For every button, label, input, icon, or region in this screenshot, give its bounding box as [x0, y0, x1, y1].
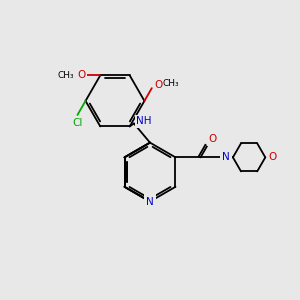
Text: O: O [269, 152, 277, 162]
Text: O: O [77, 70, 86, 80]
Text: CH₃: CH₃ [58, 71, 74, 80]
Text: N: N [146, 196, 154, 206]
Text: O: O [155, 80, 163, 90]
Text: NH: NH [136, 116, 152, 126]
Text: Cl: Cl [72, 118, 82, 128]
Text: N: N [222, 152, 230, 162]
Text: O: O [208, 134, 217, 144]
Text: CH₃: CH₃ [163, 79, 180, 88]
